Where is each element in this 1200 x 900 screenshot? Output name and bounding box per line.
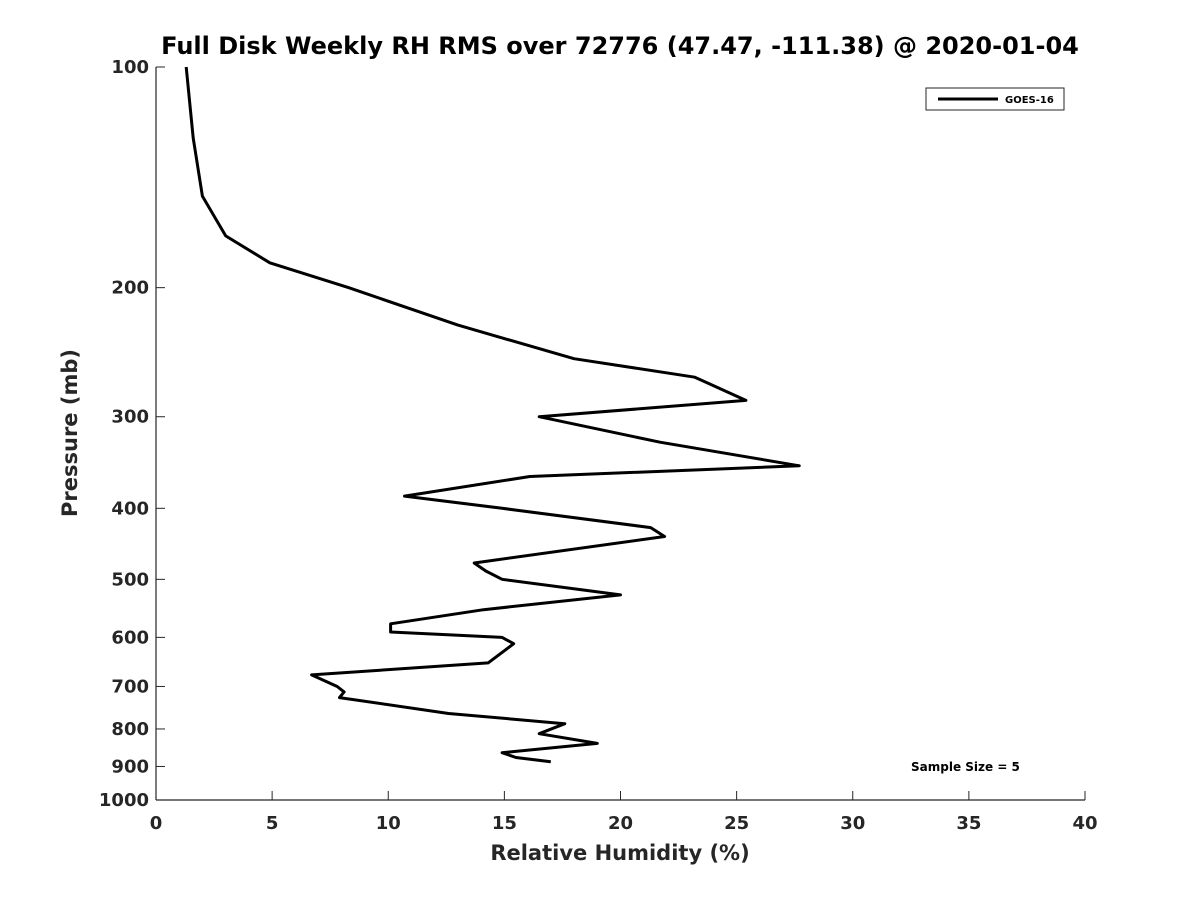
x-axis-label: Relative Humidity (%) — [490, 841, 749, 865]
y-tick-label: 1000 — [99, 790, 149, 811]
x-tick-label: 40 — [1072, 813, 1097, 834]
y-tick-label: 800 — [111, 719, 149, 740]
series-layer — [184, 66, 801, 764]
y-tick-label: 200 — [111, 278, 149, 299]
x-tick-label: 25 — [724, 813, 749, 834]
x-tick-label: 10 — [376, 813, 401, 834]
y-tick-label: 700 — [111, 676, 149, 697]
x-tick-label: 20 — [608, 813, 633, 834]
sample-size-annotation: Sample Size = 5 — [911, 760, 1020, 774]
series-line-goes-16 — [184, 66, 801, 764]
x-tick-label: 30 — [840, 813, 865, 834]
y-tick-label: 500 — [111, 569, 149, 590]
x-tick-label: 5 — [266, 813, 279, 834]
legend: GOES-16 — [925, 87, 1065, 111]
y-tick-label: 600 — [111, 627, 149, 648]
y-tick-label: 300 — [111, 407, 149, 428]
x-axis-ticks: 0 5 10 15 20 25 30 35 40 — [150, 791, 1098, 834]
y-tick-label: 900 — [111, 756, 149, 777]
y-tick-label: 400 — [111, 498, 149, 519]
x-tick-label: 15 — [492, 813, 517, 834]
y-axis-ticks: 100 200 300 400 500 600 700 800 900 1000 — [99, 57, 165, 811]
x-tick-label: 35 — [956, 813, 981, 834]
chart-title: Full Disk Weekly RH RMS over 72776 (47.4… — [161, 32, 1079, 60]
y-axis-label: Pressure (mb) — [58, 349, 82, 517]
y-tick-label: 100 — [111, 57, 149, 78]
legend-label-goes16: GOES-16 — [1005, 95, 1054, 106]
x-tick-label: 0 — [150, 813, 163, 834]
